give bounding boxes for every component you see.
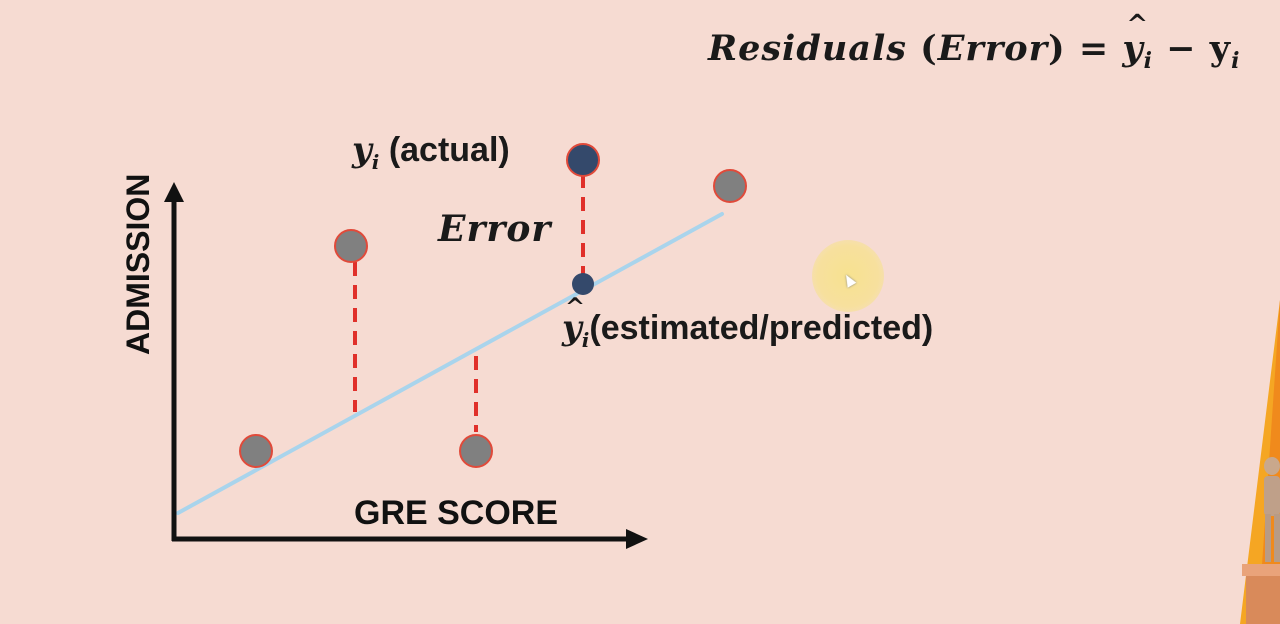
- formula-minus: −: [1166, 28, 1197, 69]
- formula-y-sub: i: [1231, 48, 1241, 74]
- formula-error-paren: (Error): [920, 28, 1066, 69]
- residual-formula: Residuals (Error) = yi − yi: [708, 10, 1241, 74]
- y-axis-label: ADMISSION: [120, 173, 156, 355]
- formula-residuals-word: Residuals: [708, 28, 907, 69]
- actual-label: yi (actual): [352, 130, 510, 174]
- data-point-2: [334, 229, 368, 263]
- podium-top: [1242, 564, 1280, 576]
- predicted-sub: i: [581, 327, 590, 352]
- actual-text: (actual): [379, 131, 510, 169]
- y-axis-arrowhead: [164, 182, 184, 202]
- formula-y-hat: y: [1122, 10, 1149, 69]
- figure-body: [1264, 476, 1280, 516]
- figure-leg-right: [1274, 514, 1280, 562]
- formula-error-word: Error: [937, 28, 1049, 69]
- formula-y: y: [1209, 28, 1232, 69]
- error-label: Error: [438, 208, 552, 250]
- podium-base: [1246, 572, 1280, 624]
- figure-head: [1264, 457, 1280, 475]
- predicted-symbol: y: [562, 292, 585, 348]
- data-point-1: [239, 434, 273, 468]
- predicted-text: (estimated/predicted): [589, 309, 934, 347]
- actual-symbol: y: [352, 130, 372, 170]
- data-point-3: [459, 434, 493, 468]
- predicted-point: [572, 273, 594, 295]
- actual-sub: i: [371, 149, 380, 174]
- cursor-highlight: [812, 240, 884, 312]
- x-axis-arrowhead: [626, 529, 648, 549]
- formula-equals: =: [1078, 28, 1110, 69]
- regression-line: [176, 212, 724, 515]
- data-point-5: [713, 169, 747, 203]
- data-point-actual: [566, 143, 600, 177]
- presenter-figure-decoration: [1240, 40, 1280, 624]
- x-axis-label: GRE SCORE: [354, 494, 559, 532]
- predicted-label: yi(estimated/predicted): [562, 292, 934, 352]
- figure-leg-left: [1265, 514, 1271, 562]
- formula-y-hat-sub: i: [1143, 48, 1154, 74]
